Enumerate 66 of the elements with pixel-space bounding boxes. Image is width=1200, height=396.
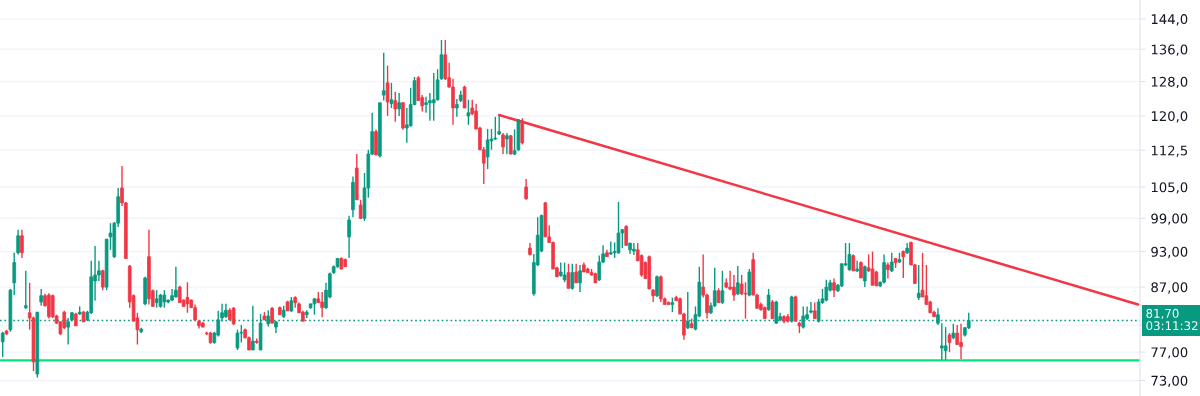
candlestick: [385, 64, 390, 117]
y-tick-label: 93,00: [1151, 246, 1188, 259]
y-tick-label: 136,0: [1151, 44, 1188, 56]
candlestick: [639, 253, 644, 278]
candlestick: [524, 178, 528, 201]
candlestick: [16, 229, 20, 256]
candlestick: [632, 242, 636, 256]
candlestick: [20, 229, 24, 259]
candlestick: [520, 117, 525, 146]
candlestick: [578, 264, 582, 293]
candlestick: [659, 274, 663, 303]
candlestick: [374, 128, 378, 156]
candlestick: [616, 201, 621, 255]
y-tick-label: 73,00: [1151, 375, 1188, 388]
candlestick: [732, 274, 736, 302]
candlestick: [574, 263, 578, 284]
candlestick: [597, 254, 602, 282]
candlestick: [23, 270, 28, 310]
candlestick: [566, 263, 571, 290]
candlestick: [358, 199, 363, 220]
candlestick: [174, 265, 178, 299]
candlestick: [947, 332, 952, 353]
candlestick: [397, 92, 401, 117]
y-tick-label: 99,00: [1151, 213, 1188, 225]
candlestick: [389, 82, 394, 109]
candlestick: [959, 323, 963, 360]
candlestick: [901, 249, 906, 279]
y-tick-label: 144,0: [1151, 14, 1188, 26]
candlestick: [882, 253, 886, 285]
candlestick: [736, 265, 740, 296]
candlestick: [0, 331, 5, 358]
candlestick: [320, 291, 324, 318]
candlestick: [624, 224, 628, 247]
candlestick: [428, 92, 432, 122]
candlestick: [251, 305, 255, 351]
candlestick: [770, 299, 775, 320]
y-tick-label: 112,5: [1151, 145, 1188, 157]
ref-line-label: 81,70 03:11:32: [1146, 308, 1198, 331]
y-tick-label: 120,0: [1151, 111, 1188, 123]
candlestick: [12, 252, 17, 296]
candlestick: [505, 132, 509, 155]
candlestick: [870, 250, 875, 286]
candlestick: [743, 281, 748, 320]
candlestick: [766, 288, 771, 312]
candlestick: [485, 128, 490, 170]
candlestick: [347, 214, 351, 259]
y-tick-label: 105,0: [1151, 182, 1188, 194]
candlestick: [889, 252, 894, 273]
candlestick: [451, 77, 455, 126]
candlestick: [747, 268, 752, 298]
y-tick-label: 77,00: [1151, 347, 1188, 359]
candlestick: [235, 329, 240, 351]
candlestick: [497, 114, 501, 136]
candlestick: [886, 261, 890, 280]
candlestick: [416, 75, 421, 102]
candlestick: [431, 72, 436, 122]
candlestick: [943, 326, 948, 361]
candlestick: [381, 52, 386, 102]
y-tick-label: 87,00: [1151, 282, 1188, 294]
y-tick-label: 128,0: [1151, 76, 1188, 89]
candlestick: [455, 98, 459, 118]
candlestick: [570, 263, 575, 291]
candlestick: [855, 260, 859, 273]
candlestick: [501, 132, 505, 155]
candlestick: [47, 292, 51, 320]
candlestick: [832, 277, 836, 298]
